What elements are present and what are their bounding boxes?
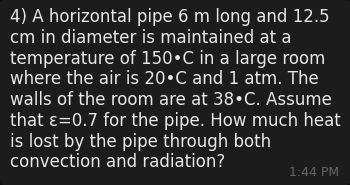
Text: that ε=0.7 for the pipe. How much heat: that ε=0.7 for the pipe. How much heat <box>10 112 341 130</box>
Text: walls of the room are at 38•C. Assume: walls of the room are at 38•C. Assume <box>10 91 332 109</box>
Text: cm in diameter is maintained at a: cm in diameter is maintained at a <box>10 29 292 47</box>
Text: is lost by the pipe through both: is lost by the pipe through both <box>10 133 272 151</box>
Text: 1:44 PM: 1:44 PM <box>289 166 340 179</box>
Text: 4) A horizontal pipe 6 m long and 12.5: 4) A horizontal pipe 6 m long and 12.5 <box>10 8 330 26</box>
Text: temperature of 150•C in a large room: temperature of 150•C in a large room <box>10 50 326 68</box>
Text: where the air is 20•C and 1 atm. The: where the air is 20•C and 1 atm. The <box>10 70 319 88</box>
Text: convection and radiation?: convection and radiation? <box>10 153 226 171</box>
